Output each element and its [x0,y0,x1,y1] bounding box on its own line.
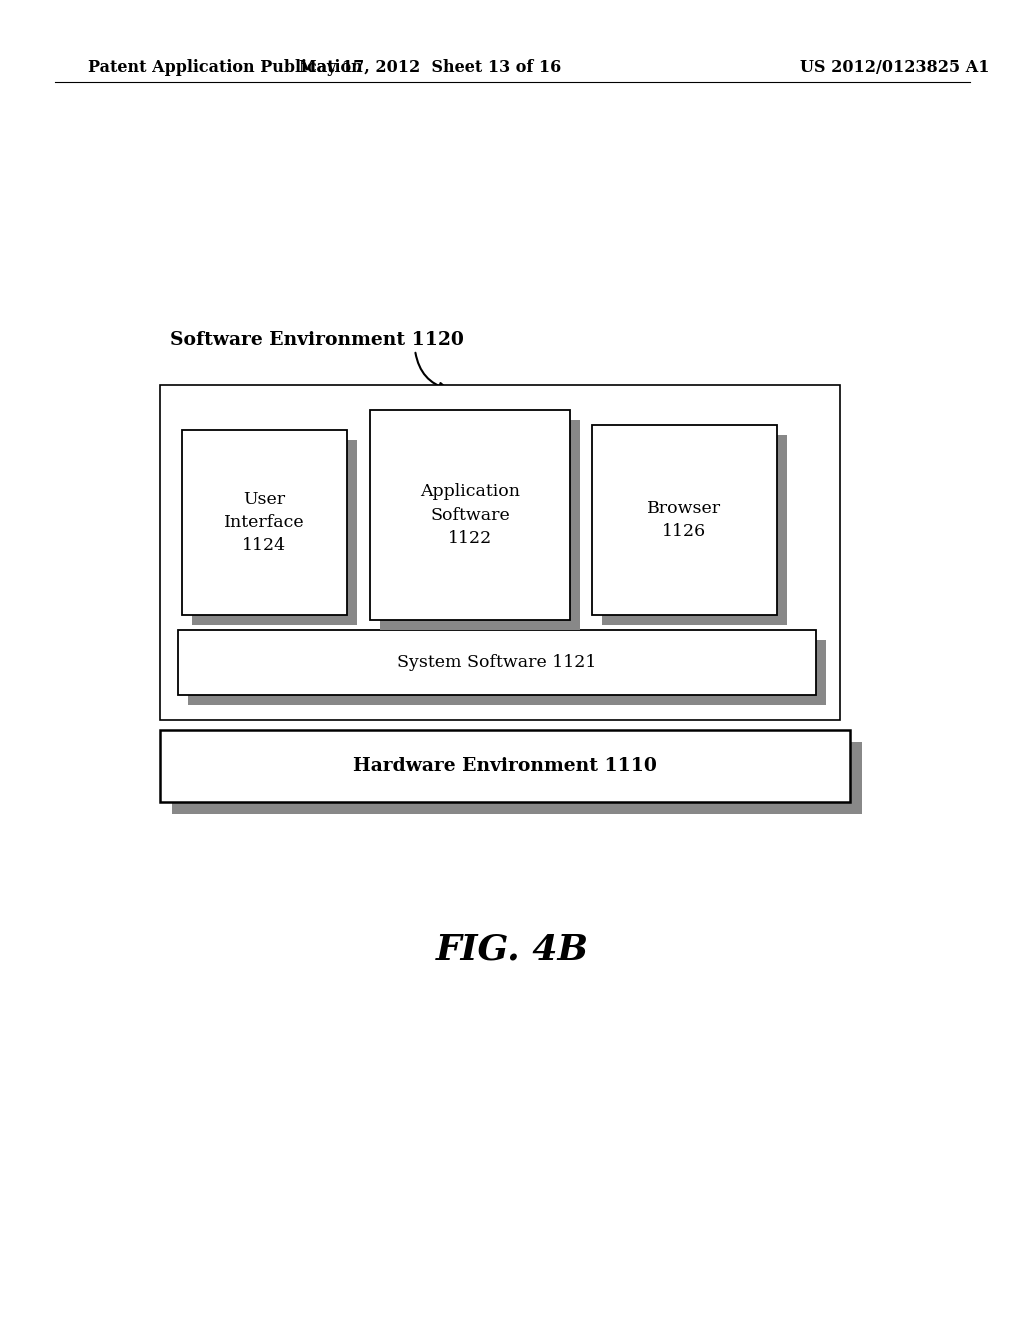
Text: May 17, 2012  Sheet 13 of 16: May 17, 2012 Sheet 13 of 16 [299,59,561,77]
Bar [370,411,570,620]
Bar [178,630,816,696]
Text: Browser
1126: Browser 1126 [647,500,722,540]
Text: System Software 1121: System Software 1121 [397,653,597,671]
Text: FIG. 4B: FIG. 4B [435,933,589,968]
Bar [172,742,862,814]
Bar [592,425,777,615]
Text: US 2012/0123825 A1: US 2012/0123825 A1 [800,59,989,77]
Bar [160,730,850,803]
Text: Software Environment 1120: Software Environment 1120 [170,331,464,348]
Bar [182,430,347,615]
Bar [160,385,840,719]
Text: Patent Application Publication: Patent Application Publication [88,59,362,77]
Bar [602,436,787,624]
Text: Hardware Environment 1110: Hardware Environment 1110 [353,756,657,775]
Bar [160,385,840,719]
Bar [380,420,580,630]
Bar [193,440,357,624]
Text: Application
Software
1122: Application Software 1122 [420,483,520,546]
Text: User
Interface
1124: User Interface 1124 [224,491,305,554]
Bar [188,640,826,705]
